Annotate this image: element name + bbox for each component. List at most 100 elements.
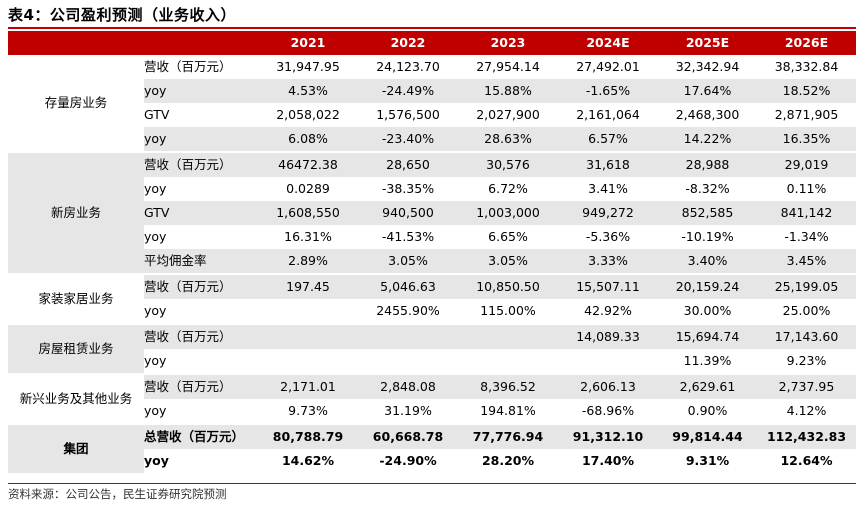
group-emerging: 新兴业务及其他业务 营收（百万元） 2,171.01 2,848.08 8,39… [8, 373, 856, 424]
cell: 31,618 [558, 151, 658, 177]
group-label: 家装家居业务 [8, 273, 144, 324]
row-label: GTV [144, 201, 258, 225]
cell: 91,312.10 [558, 423, 658, 449]
cell: 6.08% [258, 127, 358, 152]
cell: 28,650 [358, 151, 458, 177]
table-row: 新兴业务及其他业务 营收（百万元） 2,171.01 2,848.08 8,39… [8, 373, 856, 424]
cell: 6.57% [558, 127, 658, 152]
cell: 194.81% [480, 403, 536, 418]
cell: 2,161,064 [576, 107, 640, 122]
cell: 99,814.44 [658, 423, 757, 449]
year-header: 2021 [258, 31, 358, 55]
year-header: 2022 [358, 31, 458, 55]
cell: 38,332.84 [774, 59, 839, 74]
cell: -24.49% [358, 79, 458, 103]
cell: 28.63% [458, 127, 558, 152]
cell: 60,668.78 [358, 423, 458, 449]
cell: 31.19% [384, 403, 432, 418]
cell: 3.05% [358, 249, 458, 274]
cell: 6.72% [458, 177, 558, 201]
cell: 9.23% [757, 349, 856, 374]
group-label: 新兴业务及其他业务 [8, 373, 144, 424]
cell: 14.62% [258, 449, 358, 473]
cell [358, 349, 458, 374]
cell: 2,171.01 [258, 373, 358, 399]
cell: 25,199.05 [757, 273, 856, 299]
cell: 16.35% [757, 127, 856, 152]
header-row: 2021 2022 2023 2024E 2025E 2026E [8, 31, 856, 55]
cell: 10,850.50 [458, 273, 558, 299]
cell: 25.00% [782, 303, 831, 318]
cell: 1,576,500 [376, 107, 440, 122]
cell: -8.32% [658, 177, 757, 201]
cell: 3.41% [558, 177, 658, 201]
cell: 949,272 [558, 201, 658, 225]
table-row: 新房业务 营收（百万元） 46472.38 28,650 30,576 31,6… [8, 151, 856, 274]
row-label: yoy [144, 303, 167, 318]
cell: 80,788.79 [258, 423, 358, 449]
table-row: GTV 2,058,022 1,576,500 2,027,900 2,161,… [8, 103, 856, 127]
row-label: 总营收（百万元） [144, 423, 258, 449]
row-label: yoy [144, 449, 258, 473]
cell: 77,776.94 [458, 423, 558, 449]
table-row: 集团 总营收（百万元） 80,788.79 60,668.78 77,776.9… [8, 423, 856, 473]
table-row: 平均佣金率 2.89% 3.05% 3.05% 3.33% 3.40% 3.45… [8, 249, 856, 274]
cell: 4.12% [786, 403, 827, 418]
cell: 2,629.61 [658, 373, 757, 399]
cell: 15.88% [458, 79, 558, 103]
cell [258, 349, 358, 374]
group-home-decoration: 家装家居业务 营收（百万元） 197.45 5,046.63 10,850.50… [8, 273, 856, 324]
header-blank [8, 31, 144, 55]
header-blank-2 [144, 31, 258, 55]
table-row: yoy 4.53% -24.49% 15.88% -1.65% 17.64% 1… [8, 79, 856, 103]
cell: 5,046.63 [358, 273, 458, 299]
cell: 11.39% [658, 349, 757, 374]
table-row: yoy 0.0289 -38.35% 6.72% 3.41% -8.32% 0.… [8, 177, 856, 201]
title-rule [8, 27, 856, 29]
cell: 15,694.74 [658, 323, 757, 349]
cell [258, 323, 358, 349]
year-header: 2024E [558, 31, 658, 55]
cell: 2,871,905 [774, 107, 839, 122]
year-header: 2026E [757, 31, 856, 55]
cell: 46472.38 [258, 151, 358, 177]
cell: 28.20% [458, 449, 558, 473]
group-label: 新房业务 [8, 151, 144, 274]
cell: -23.40% [358, 127, 458, 152]
cell: 28,988 [658, 151, 757, 177]
cell: 9.73% [288, 403, 328, 418]
cell: 17,143.60 [757, 323, 856, 349]
table-title: 表4：公司盈利预测（业务收入） [8, 6, 236, 24]
row-label: 营收（百万元） [144, 373, 258, 399]
cell: 12.64% [757, 449, 856, 473]
cell: 30.00% [683, 303, 732, 318]
cell: 0.90% [687, 403, 728, 418]
table-row: GTV 1,608,550 940,500 1,003,000 949,272 … [8, 201, 856, 225]
table-row: yoy 16.31% -41.53% 6.65% -5.36% -10.19% … [8, 225, 856, 249]
table-row: yoy 9.73% 31.19% 194.81% -68.96% 0.90% 4… [8, 399, 856, 424]
cell: -41.53% [358, 225, 458, 249]
row-label: yoy [144, 403, 167, 418]
cell: 14,089.33 [558, 323, 658, 349]
bottom-rule [8, 483, 856, 484]
cell: 2,848.08 [358, 373, 458, 399]
cell: 0.11% [757, 177, 856, 201]
table-row: 家装家居业务 营收（百万元） 197.45 5,046.63 10,850.50… [8, 273, 856, 324]
cell: 2,058,022 [276, 107, 340, 122]
cell: 9.31% [658, 449, 757, 473]
cell [458, 349, 558, 374]
cell [258, 299, 358, 324]
cell: 3.45% [757, 249, 856, 274]
table-row: yoy 11.39% 9.23% [8, 349, 856, 374]
cell: 3.40% [658, 249, 757, 274]
table-row: yoy 6.08% -23.40% 28.63% 6.57% 14.22% 16… [8, 127, 856, 152]
group-total: 集团 总营收（百万元） 80,788.79 60,668.78 77,776.9… [8, 423, 856, 473]
cell: 16.31% [258, 225, 358, 249]
cell: -38.35% [358, 177, 458, 201]
row-label: 营收（百万元） [144, 273, 258, 299]
row-label: yoy [144, 127, 258, 152]
cell: 27,954.14 [476, 59, 540, 74]
cell: 17.64% [658, 79, 757, 103]
row-label: 营收（百万元） [144, 151, 258, 177]
cell: 940,500 [358, 201, 458, 225]
